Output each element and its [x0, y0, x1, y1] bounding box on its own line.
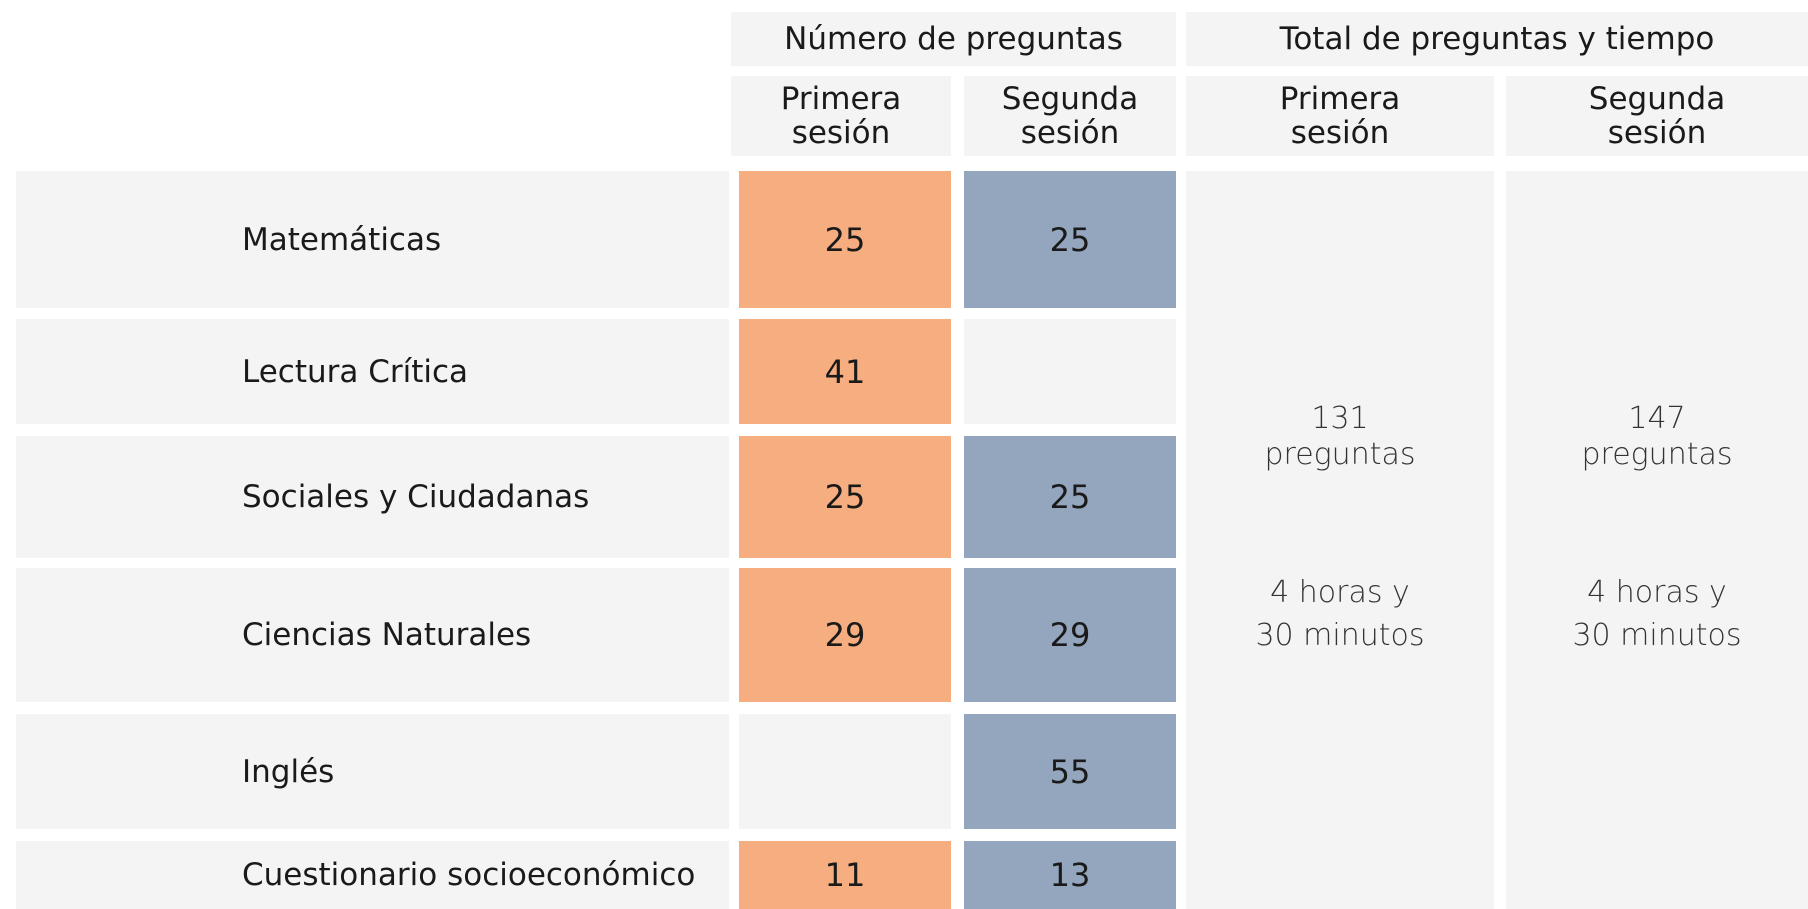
session-header: Segunda sesión: [964, 76, 1176, 156]
session-header: Segunda sesión: [1506, 76, 1808, 156]
first-session-count: 25: [739, 436, 951, 558]
total-count: 131: [1311, 401, 1369, 436]
second-session-count: 25: [964, 171, 1176, 308]
total-time: 30 minutos: [1255, 618, 1425, 653]
first-session-count: 25: [739, 171, 951, 308]
total-time: 4 horas y: [1587, 575, 1727, 610]
second-session-count: 25: [964, 436, 1176, 558]
session-header: Primera sesión: [1186, 76, 1494, 156]
session-header: Primera sesión: [731, 76, 951, 156]
second-session-count: [964, 319, 1176, 424]
group-header: Total de preguntas y tiempo: [1186, 12, 1808, 66]
subject-label: Lectura Crítica: [16, 319, 729, 424]
subject-label: Cuestionario socioeconómico: [16, 841, 729, 909]
subject-label: Sociales y Ciudadanas: [16, 436, 729, 558]
subject-label: Matemáticas: [16, 171, 729, 308]
total-cell: 131 preguntas 4 horas y 30 minutos: [1186, 171, 1494, 909]
total-unit: preguntas: [1264, 437, 1416, 472]
subject-label: Inglés: [16, 714, 729, 829]
total-unit: preguntas: [1581, 437, 1733, 472]
second-session-count: 29: [964, 568, 1176, 702]
subject-label: Ciencias Naturales: [16, 568, 729, 702]
first-session-count: 11: [739, 841, 951, 909]
total-count: 147: [1628, 401, 1686, 436]
total-cell: 147 preguntas 4 horas y 30 minutos: [1506, 171, 1808, 909]
first-session-count: 41: [739, 319, 951, 424]
second-session-count: 13: [964, 841, 1176, 909]
second-session-count: 55: [964, 714, 1176, 829]
group-header: Número de preguntas: [731, 12, 1176, 66]
first-session-count: 29: [739, 568, 951, 702]
total-time: 30 minutos: [1572, 618, 1742, 653]
total-time: 4 horas y: [1270, 575, 1410, 610]
first-session-count: [739, 714, 951, 829]
